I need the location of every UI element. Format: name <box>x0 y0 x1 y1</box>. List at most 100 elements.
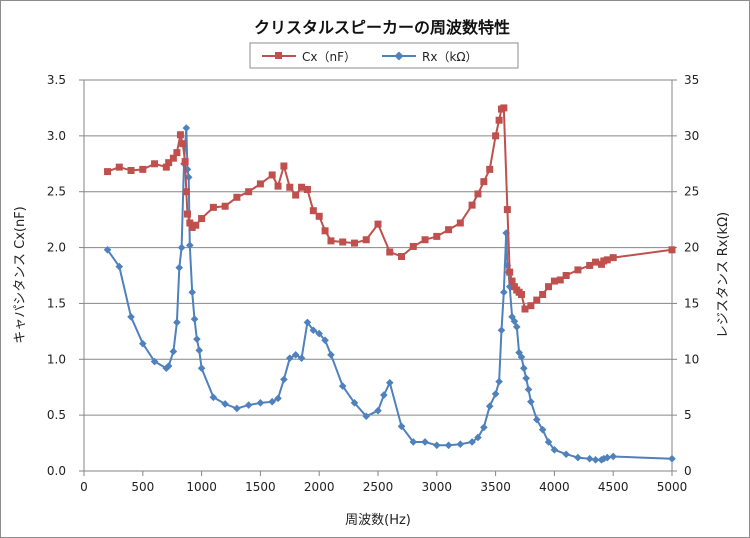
data-point-rx <box>150 357 159 366</box>
data-point-cx <box>209 203 217 211</box>
data-point-rx <box>562 450 570 459</box>
data-point-rx <box>162 364 171 373</box>
data-point-cx <box>600 257 608 265</box>
legend-marker-rx <box>394 51 404 61</box>
data-point-rx <box>256 399 265 407</box>
data-point-rx <box>103 246 112 254</box>
data-point-cx <box>321 227 329 235</box>
data-point-cx <box>445 226 453 234</box>
x-tick-label: 2500 <box>363 480 394 494</box>
data-point-rx <box>177 243 186 252</box>
data-point-cx <box>298 183 306 191</box>
data-point-rx <box>532 415 541 424</box>
y-right-tick-label: 35 <box>684 73 699 87</box>
data-point-cx <box>409 242 417 250</box>
data-point-rx <box>338 382 347 390</box>
data-point-cx <box>456 219 464 227</box>
x-tick-label: 5000 <box>657 480 688 494</box>
data-point-cx <box>495 116 503 124</box>
data-point-rx <box>502 229 510 237</box>
data-point-rx <box>550 445 559 454</box>
data-point-cx <box>181 158 189 166</box>
data-point-rx <box>327 351 335 359</box>
data-point-rx <box>480 423 488 432</box>
data-point-cx <box>292 191 300 199</box>
y-right-tick-label: 0 <box>684 464 692 478</box>
data-point-cx <box>468 201 476 209</box>
data-point-rx <box>291 351 300 359</box>
data-point-rx <box>182 124 191 132</box>
y-left-tick-label: 2.5 <box>47 185 66 199</box>
data-point-cx <box>186 219 194 227</box>
data-point-cx <box>169 154 177 162</box>
data-point-rx <box>380 391 388 399</box>
data-point-cx <box>339 238 347 246</box>
y-right-tick-label: 15 <box>684 296 699 310</box>
data-point-cx <box>603 256 611 264</box>
data-point-rx <box>585 454 594 463</box>
data-point-rx <box>485 402 494 411</box>
data-point-rx <box>510 317 519 326</box>
y-right-tick-label: 25 <box>684 185 699 199</box>
data-point-rx <box>599 454 608 463</box>
data-point-cx <box>386 248 394 256</box>
data-point-cx <box>274 182 282 190</box>
x-axis-ticks: 0 500 1000 1500 2000 2500 3000 3500 4000 4500 5000 <box>80 471 687 494</box>
data-point-rx <box>195 346 204 355</box>
data-point-cx <box>433 232 441 240</box>
data-point-cx <box>179 140 187 148</box>
data-point-rx <box>303 318 312 327</box>
data-point-rx <box>468 438 476 446</box>
data-point-cx <box>574 266 582 274</box>
y-right-tick-label: 20 <box>684 241 699 255</box>
data-point-cx <box>508 277 516 285</box>
data-point-cx <box>480 178 488 186</box>
data-point-cx <box>286 183 294 191</box>
series-rx <box>103 124 676 464</box>
data-point-rx <box>512 323 521 331</box>
data-point-rx <box>280 375 288 384</box>
data-point-rx <box>309 326 318 335</box>
data-point-rx <box>456 440 465 448</box>
data-point-cx <box>309 207 317 215</box>
series-layer <box>103 104 676 464</box>
y-left-axis-label: キャパシタンス Cx(nF) <box>13 206 28 344</box>
data-point-rx <box>175 263 184 272</box>
data-point-cx <box>517 290 525 298</box>
data-point-cx <box>592 258 600 266</box>
y-left-tick-label: 3.5 <box>47 73 66 87</box>
data-point-rx <box>173 318 181 327</box>
x-tick-label: 2000 <box>304 480 335 494</box>
data-point-rx <box>244 401 253 409</box>
data-point-cx <box>139 165 147 173</box>
data-point-rx <box>474 433 482 442</box>
data-point-rx <box>544 438 553 446</box>
data-point-rx <box>591 456 600 464</box>
x-tick-label: 4000 <box>539 480 570 494</box>
data-point-cx <box>221 202 229 210</box>
x-axis-label: 周波数(Hz) <box>345 513 411 528</box>
data-point-rx <box>169 347 178 356</box>
data-point-cx <box>527 302 535 310</box>
data-point-cx <box>127 166 135 174</box>
data-point-cx <box>398 253 406 261</box>
data-point-cx <box>350 239 358 247</box>
data-point-cx <box>550 277 558 285</box>
data-point-rx <box>421 438 429 446</box>
data-point-rx <box>362 412 371 421</box>
data-point-cx <box>492 132 500 140</box>
data-point-cx <box>374 220 382 228</box>
data-point-rx <box>491 390 500 398</box>
y-left-tick-label: 2.0 <box>47 241 66 255</box>
y-left-tick-label: 0.0 <box>47 464 66 478</box>
legend-marker-cx <box>275 52 282 59</box>
data-point-cx <box>115 163 123 171</box>
data-point-cx <box>165 159 173 167</box>
data-point-cx <box>183 210 191 218</box>
y-left-axis-ticks: 0.0 0.5 1.0 1.5 2.0 2.5 3.0 3.5 <box>47 73 84 478</box>
data-point-rx <box>603 453 612 462</box>
data-point-rx <box>517 353 526 361</box>
data-point-cx <box>151 160 159 168</box>
y-right-tick-label: 30 <box>684 129 699 143</box>
